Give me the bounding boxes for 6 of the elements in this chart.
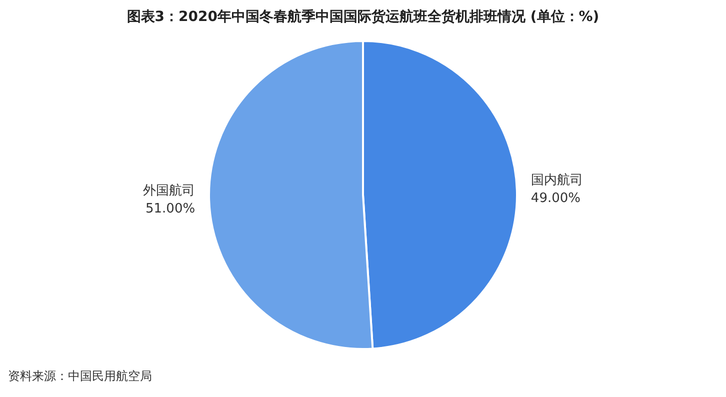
data-label: 51.00%	[146, 202, 196, 217]
chart-title: 图表3：2020年中国冬春航季中国国际货运航班全货机排班情况 (单位：%)	[126, 8, 600, 26]
slice-label: 国内航司	[530, 173, 583, 188]
data-label: 49.00%	[530, 191, 580, 206]
slice-label: 外国航司	[143, 184, 196, 199]
text: 资料来源：中国民用航空局	[8, 368, 152, 385]
